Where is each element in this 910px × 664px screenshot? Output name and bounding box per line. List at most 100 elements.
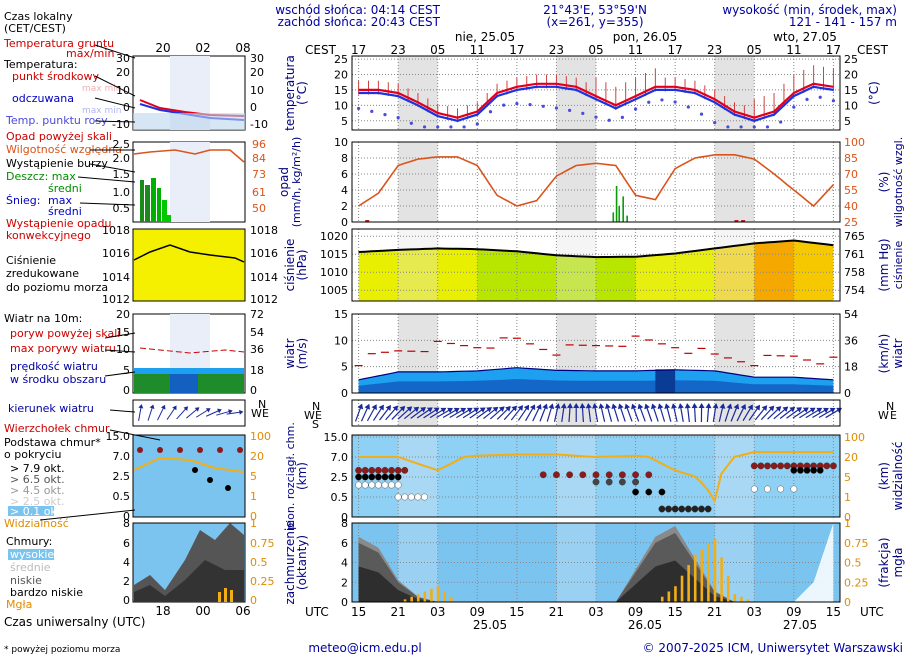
legend-wind-ytick-right: 18	[250, 364, 264, 377]
cloud-base-point	[580, 472, 586, 478]
visibility-axis-title: widzialność	[891, 442, 905, 511]
day-label-2: pon, 26.05	[613, 30, 678, 44]
cloud-night-2	[556, 435, 596, 517]
wind-kmh-ytick-right: 18	[844, 361, 858, 374]
legend-wind-ytick-right: 72	[250, 308, 264, 321]
dewpoint-point	[832, 99, 835, 102]
fog-ytick-right: 0	[844, 596, 851, 609]
legend-cover-ytick-right: 0.25	[250, 575, 275, 588]
fog-bar	[694, 555, 697, 602]
cloud-base-point	[362, 482, 368, 488]
precip-bar	[626, 216, 628, 222]
visibility-ytick-right: 1	[844, 491, 851, 504]
fog-bar	[727, 576, 730, 602]
footnote: * powyżej poziomu morza	[4, 645, 120, 655]
humidity-ytick-right: 55	[844, 184, 858, 197]
legend-storm: Wystąpienie burzy	[6, 157, 108, 170]
legend-press-ytick-right: 1018	[250, 224, 278, 237]
humidity-ytick-right: 25	[844, 216, 858, 229]
precip-axis-unit: (mm/h, kg/m²/h)	[290, 137, 303, 228]
fog-bar	[668, 591, 671, 602]
utc-tick-06: 06	[235, 604, 250, 618]
footer: meteo@icm.edu.pl © 2007-2025 ICM, Uniwer…	[308, 641, 903, 655]
wind-ytick: 5	[341, 361, 348, 374]
humidity-ytick-right: 70	[844, 168, 858, 181]
cest-hour-3: 05	[430, 43, 445, 57]
day-labels-top: nie, 25.05 pon, 26.05 wto, 27.05	[455, 30, 837, 44]
cloud-base-point	[415, 494, 421, 500]
cloud-base-point	[659, 506, 665, 512]
dewpoint-point	[476, 122, 479, 125]
legend-wdir-w: W	[251, 407, 262, 420]
legend-utc: 18 00 06 Czas uniwersalny (UTC) * powyże…	[4, 604, 251, 655]
cloud-base-point	[388, 482, 394, 488]
dewpoint-point	[515, 102, 518, 105]
visibility-ytick-right: 5	[844, 471, 851, 484]
temp-ytick: 15	[334, 84, 348, 97]
legend-wind-dir-label: kierunek wiatru	[8, 402, 94, 415]
legend-press-ytick-right: 1014	[250, 271, 278, 284]
legend-wdir-e: E	[262, 407, 269, 420]
cover-ytick: 8	[341, 517, 348, 530]
sunset-text: zachód słońca: 20:43 CEST	[278, 15, 441, 29]
temp-ytick-right: 15	[844, 84, 858, 97]
cloud-ytick: 15.0	[324, 431, 349, 444]
dewpoint-point	[542, 105, 545, 108]
temp-ytick-right: 25	[844, 53, 858, 66]
cloud-base-point	[382, 482, 388, 488]
utc-hour-13: 15	[826, 605, 841, 619]
cloud-base-point	[632, 479, 638, 485]
cloud-base-point	[797, 467, 803, 473]
wind-kmh-ytick-right: 36	[844, 334, 858, 347]
legend-cloud-ytick: 7.0	[113, 450, 131, 463]
cloud-base-point	[777, 463, 783, 469]
dewpoint-point	[713, 121, 716, 124]
dewpoint-point	[819, 96, 822, 99]
temp-axis-unit: (°C)	[295, 81, 309, 105]
dewpoint-point	[436, 125, 439, 128]
bottom-day-3: 27.05	[783, 618, 817, 632]
legend-precip-ytick-right: 50	[252, 202, 266, 215]
cloud-base-point	[402, 467, 408, 473]
legend-wind-ytick-right: 36	[250, 343, 264, 356]
dewpoint-point	[397, 116, 400, 119]
cloud-base-point	[705, 506, 711, 512]
dewpoint-point	[779, 120, 782, 123]
legend-cover-mid: średnie	[10, 561, 51, 574]
cloud-base-point	[810, 467, 816, 473]
legend-cover-ytick-right: 1	[250, 517, 257, 530]
dewpoint-point	[621, 116, 624, 119]
legend-cover-fog: Mgła	[6, 598, 32, 611]
legend-temp-ytick-right: 0	[250, 101, 257, 114]
cloud-base-point	[375, 474, 381, 480]
pressure-mmhg-title: ciśnienie	[892, 241, 905, 290]
cest-hour-5: 17	[509, 43, 524, 57]
cloud-base-point	[764, 486, 770, 492]
wind-kmh-unit: (km/h)	[877, 334, 891, 374]
legend-press-ytick: 1014	[102, 271, 130, 284]
dewpoint-point	[805, 98, 808, 101]
precip-bar	[616, 186, 618, 222]
legend-cover-ytick-right: 0.5	[250, 556, 268, 569]
dewpoint-point	[449, 125, 452, 128]
local-tick-08: 08	[235, 41, 250, 55]
dewpoint-point	[608, 119, 611, 122]
dewpoint-point	[410, 122, 413, 125]
legend-cover-ytick: 6	[123, 537, 130, 550]
legend-cloud-ytick-right: 5	[250, 470, 257, 483]
utc-label-right: UTC	[860, 605, 884, 619]
precip-ytick: 4	[341, 184, 348, 197]
temp-ytick-right: 20	[844, 69, 858, 82]
footer-email[interactable]: meteo@icm.edu.pl	[308, 641, 421, 655]
legend-cover-ytick-right: 0.75	[250, 537, 275, 550]
cover-axis-unit: (oktanty)	[295, 535, 309, 590]
local-time-sub: (CET/CEST)	[4, 22, 66, 35]
legend-precip-ytick-right: 96	[252, 138, 266, 151]
fog-bar	[720, 557, 723, 602]
legend-temp-ytick: 0	[123, 101, 130, 114]
day-labels-bottom: 25.05 26.05 27.05	[473, 618, 817, 632]
cloud-base-point	[395, 482, 401, 488]
humidity-ytick-right: 40	[844, 200, 858, 213]
legend-temp-ytick-right: 30	[250, 52, 264, 65]
